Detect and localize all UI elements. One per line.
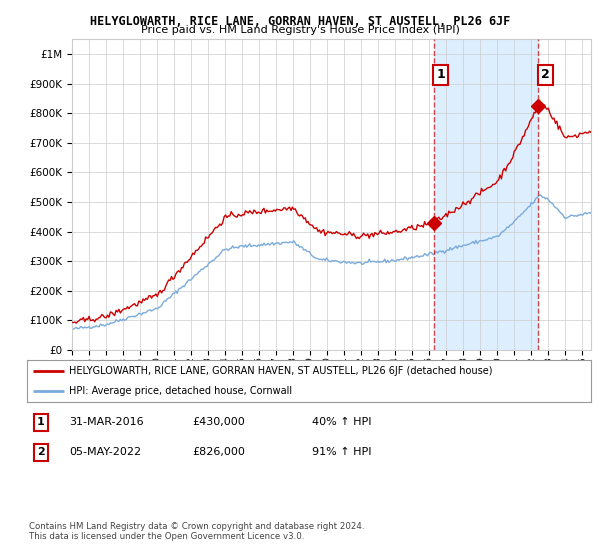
Text: 31-MAR-2016: 31-MAR-2016 [69, 417, 143, 427]
Text: This data is licensed under the Open Government Licence v3.0.: This data is licensed under the Open Gov… [29, 532, 304, 541]
Text: Contains HM Land Registry data © Crown copyright and database right 2024.: Contains HM Land Registry data © Crown c… [29, 522, 364, 531]
Text: 40% ↑ HPI: 40% ↑ HPI [312, 417, 371, 427]
Text: £826,000: £826,000 [192, 447, 245, 458]
Text: £430,000: £430,000 [192, 417, 245, 427]
Text: Price paid vs. HM Land Registry's House Price Index (HPI): Price paid vs. HM Land Registry's House … [140, 25, 460, 35]
Text: 1: 1 [37, 417, 44, 427]
Text: 2: 2 [37, 447, 44, 458]
Text: 1: 1 [436, 68, 445, 81]
Text: 91% ↑ HPI: 91% ↑ HPI [312, 447, 371, 458]
Text: HPI: Average price, detached house, Cornwall: HPI: Average price, detached house, Corn… [70, 386, 292, 396]
Text: 2: 2 [541, 68, 550, 81]
Bar [434, 39, 538, 350]
Text: HELYGLOWARTH, RICE LANE, GORRAN HAVEN, ST AUSTELL, PL26 6JF (detached house): HELYGLOWARTH, RICE LANE, GORRAN HAVEN, S… [70, 366, 493, 376]
Text: HELYGLOWARTH, RICE LANE, GORRAN HAVEN, ST AUSTELL, PL26 6JF: HELYGLOWARTH, RICE LANE, GORRAN HAVEN, S… [90, 15, 510, 27]
Text: 05-MAY-2022: 05-MAY-2022 [69, 447, 141, 458]
